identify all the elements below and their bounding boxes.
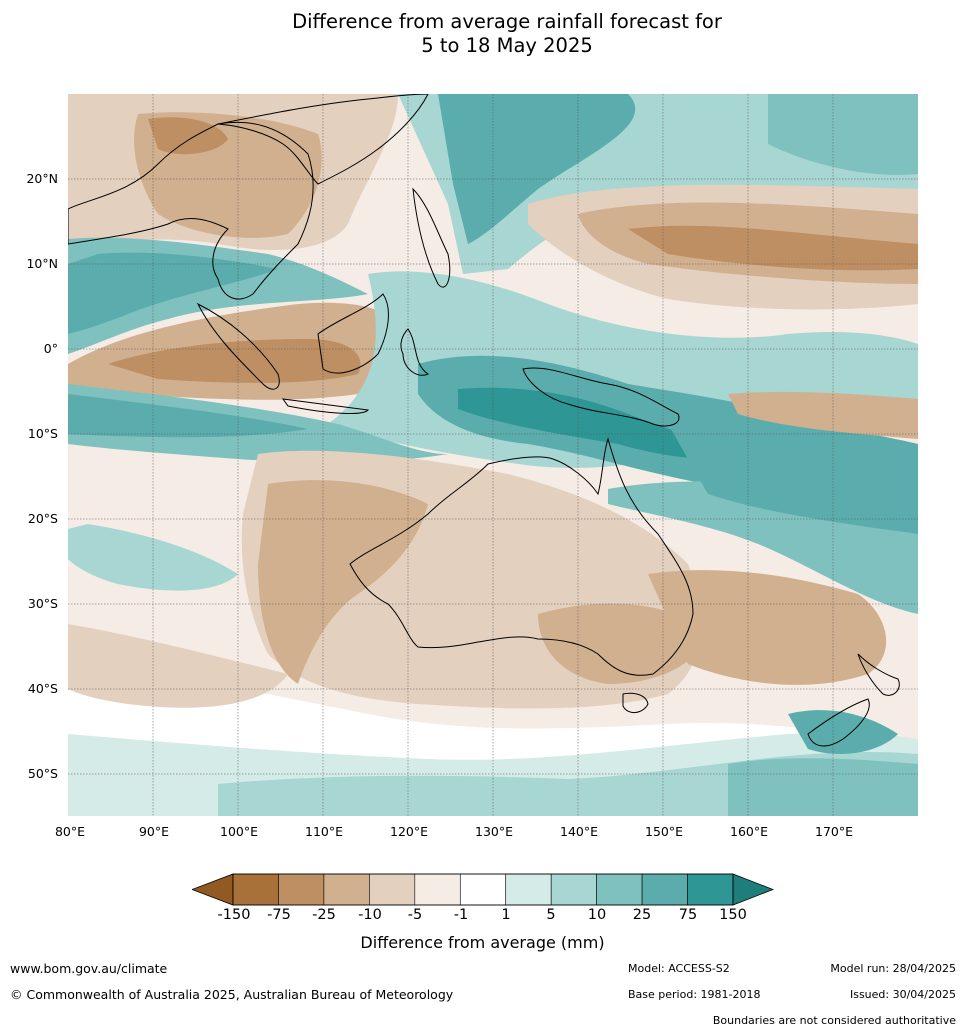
footer-website[interactable]: www.bom.gov.au/climate	[10, 961, 168, 976]
colorbar-segment	[687, 873, 734, 906]
lon-label-90e: 90°E	[138, 824, 170, 839]
contour-teal-south-pacific-strong	[668, 424, 918, 534]
contour-brown-equatorial-dark	[108, 339, 361, 383]
footer-issued: Issued: 30/04/2025	[849, 988, 956, 1001]
coastline-tasmania	[622, 692, 649, 713]
colorbar-tick-m5: -5	[407, 907, 423, 923]
colorbar-tick-5: 5	[546, 907, 556, 923]
colorbar-tick-150: 150	[719, 907, 747, 923]
coastline-new-zealand-north	[857, 653, 900, 696]
footer-base-period: Base period: 1981-2018	[628, 988, 761, 1001]
contour-teal-southern-ocean-3	[728, 758, 918, 816]
lon-label-120e: 120°E	[389, 824, 429, 839]
colorbar-segment	[505, 873, 552, 906]
coastline-australia	[349, 437, 694, 676]
contour-teal-nz	[788, 710, 898, 754]
colorbar-tick-m75: -75	[267, 907, 291, 923]
lat-label-50s: 50°S	[27, 766, 58, 781]
colorbar-segment	[323, 873, 370, 906]
contour-brown-myanmar	[148, 117, 228, 155]
lat-label-30s: 30°S	[27, 596, 58, 611]
colorbar-segment	[369, 873, 416, 906]
contour-brown-south-indian	[68, 624, 288, 708]
colorbar	[192, 873, 774, 906]
contour-brown-australia-west	[258, 480, 428, 684]
colorbar-extend-low	[192, 873, 234, 906]
coastline-new-zealand-south	[807, 698, 870, 747]
contour-brown-pacific-dark	[628, 225, 918, 271]
chart-title: Difference from average rainfall forecas…	[0, 10, 965, 58]
coastlines	[68, 94, 900, 747]
contour-teal-indian-south-strong	[68, 394, 308, 438]
lat-label-10s: 10°S	[27, 426, 58, 441]
colorbar-segment	[459, 873, 507, 906]
coastline-new-guinea	[522, 367, 680, 427]
lon-label-130e: 130°E	[474, 824, 514, 839]
colorbar-segments	[232, 873, 734, 906]
contour-teal-indian-north-strong	[68, 252, 278, 334]
contour-brown-pacific-equator	[728, 391, 918, 439]
colorbar-segment	[232, 873, 279, 906]
colorbar-tick-m1: -1	[453, 907, 469, 923]
coastline-sumatra	[196, 302, 280, 390]
footer-disclaimer: Boundaries are not considered authoritat…	[712, 1014, 956, 1027]
coastline-se-asia	[68, 121, 314, 300]
contour-teal-ne-corner	[768, 94, 918, 175]
lon-label-110e: 110°E	[304, 824, 344, 839]
contour-brown-tasman	[648, 570, 887, 685]
lon-label-100e: 100°E	[219, 824, 259, 839]
colorbar-tick-m10: -10	[358, 907, 382, 923]
lon-label-140e: 140°E	[559, 824, 599, 839]
colorbar-tick-1: 1	[501, 907, 511, 923]
colorbar-tick-m150: -150	[217, 907, 251, 923]
lon-label-150e: 150°E	[644, 824, 684, 839]
coastline-philippines	[412, 187, 451, 288]
colorbar-segment	[550, 873, 597, 906]
colorbar-segment	[596, 873, 643, 906]
footer-copyright: © Commonwealth of Australia 2025, Austra…	[10, 987, 454, 1002]
title-line-2: 5 to 18 May 2025	[421, 34, 593, 57]
colorbar-tick-10: 10	[587, 907, 607, 923]
footer-model-run: Model run: 28/04/2025	[830, 962, 956, 975]
coastline-java	[281, 398, 369, 414]
lon-label-80e: 80°E	[54, 824, 86, 839]
lat-label-20n: 20°N	[26, 171, 58, 186]
map-canvas	[68, 94, 918, 816]
colorbar-tick-m25: -25	[312, 907, 336, 923]
coastline-borneo	[317, 293, 389, 374]
colorbar-segment	[278, 873, 325, 906]
colorbar-tick-75: 75	[678, 907, 698, 923]
contour-teal-pacific-north-strong	[438, 94, 636, 244]
lon-label-170e: 170°E	[814, 824, 854, 839]
colorbar-tick-25: 25	[632, 907, 652, 923]
coastline-sulawesi	[400, 328, 429, 376]
colorbar-outline	[232, 873, 734, 906]
colorbar-extend-high	[732, 873, 774, 906]
lat-label-0: 0°	[43, 341, 58, 356]
lon-label-160e: 160°E	[729, 824, 769, 839]
lat-label-40s: 40°S	[27, 681, 58, 696]
title-line-1: Difference from average rainfall forecas…	[292, 10, 722, 33]
coastline-china	[217, 94, 429, 185]
colorbar-segment	[641, 873, 688, 906]
footer-model: Model: ACCESS-S2	[628, 962, 730, 975]
colorbar-segment	[414, 873, 461, 906]
map-gridlines	[68, 94, 918, 816]
rainfall-map	[68, 94, 918, 816]
lat-label-20s: 20°S	[27, 511, 58, 526]
lat-label-10n: 10°N	[26, 256, 58, 271]
colorbar-title: Difference from average (mm)	[360, 933, 605, 952]
